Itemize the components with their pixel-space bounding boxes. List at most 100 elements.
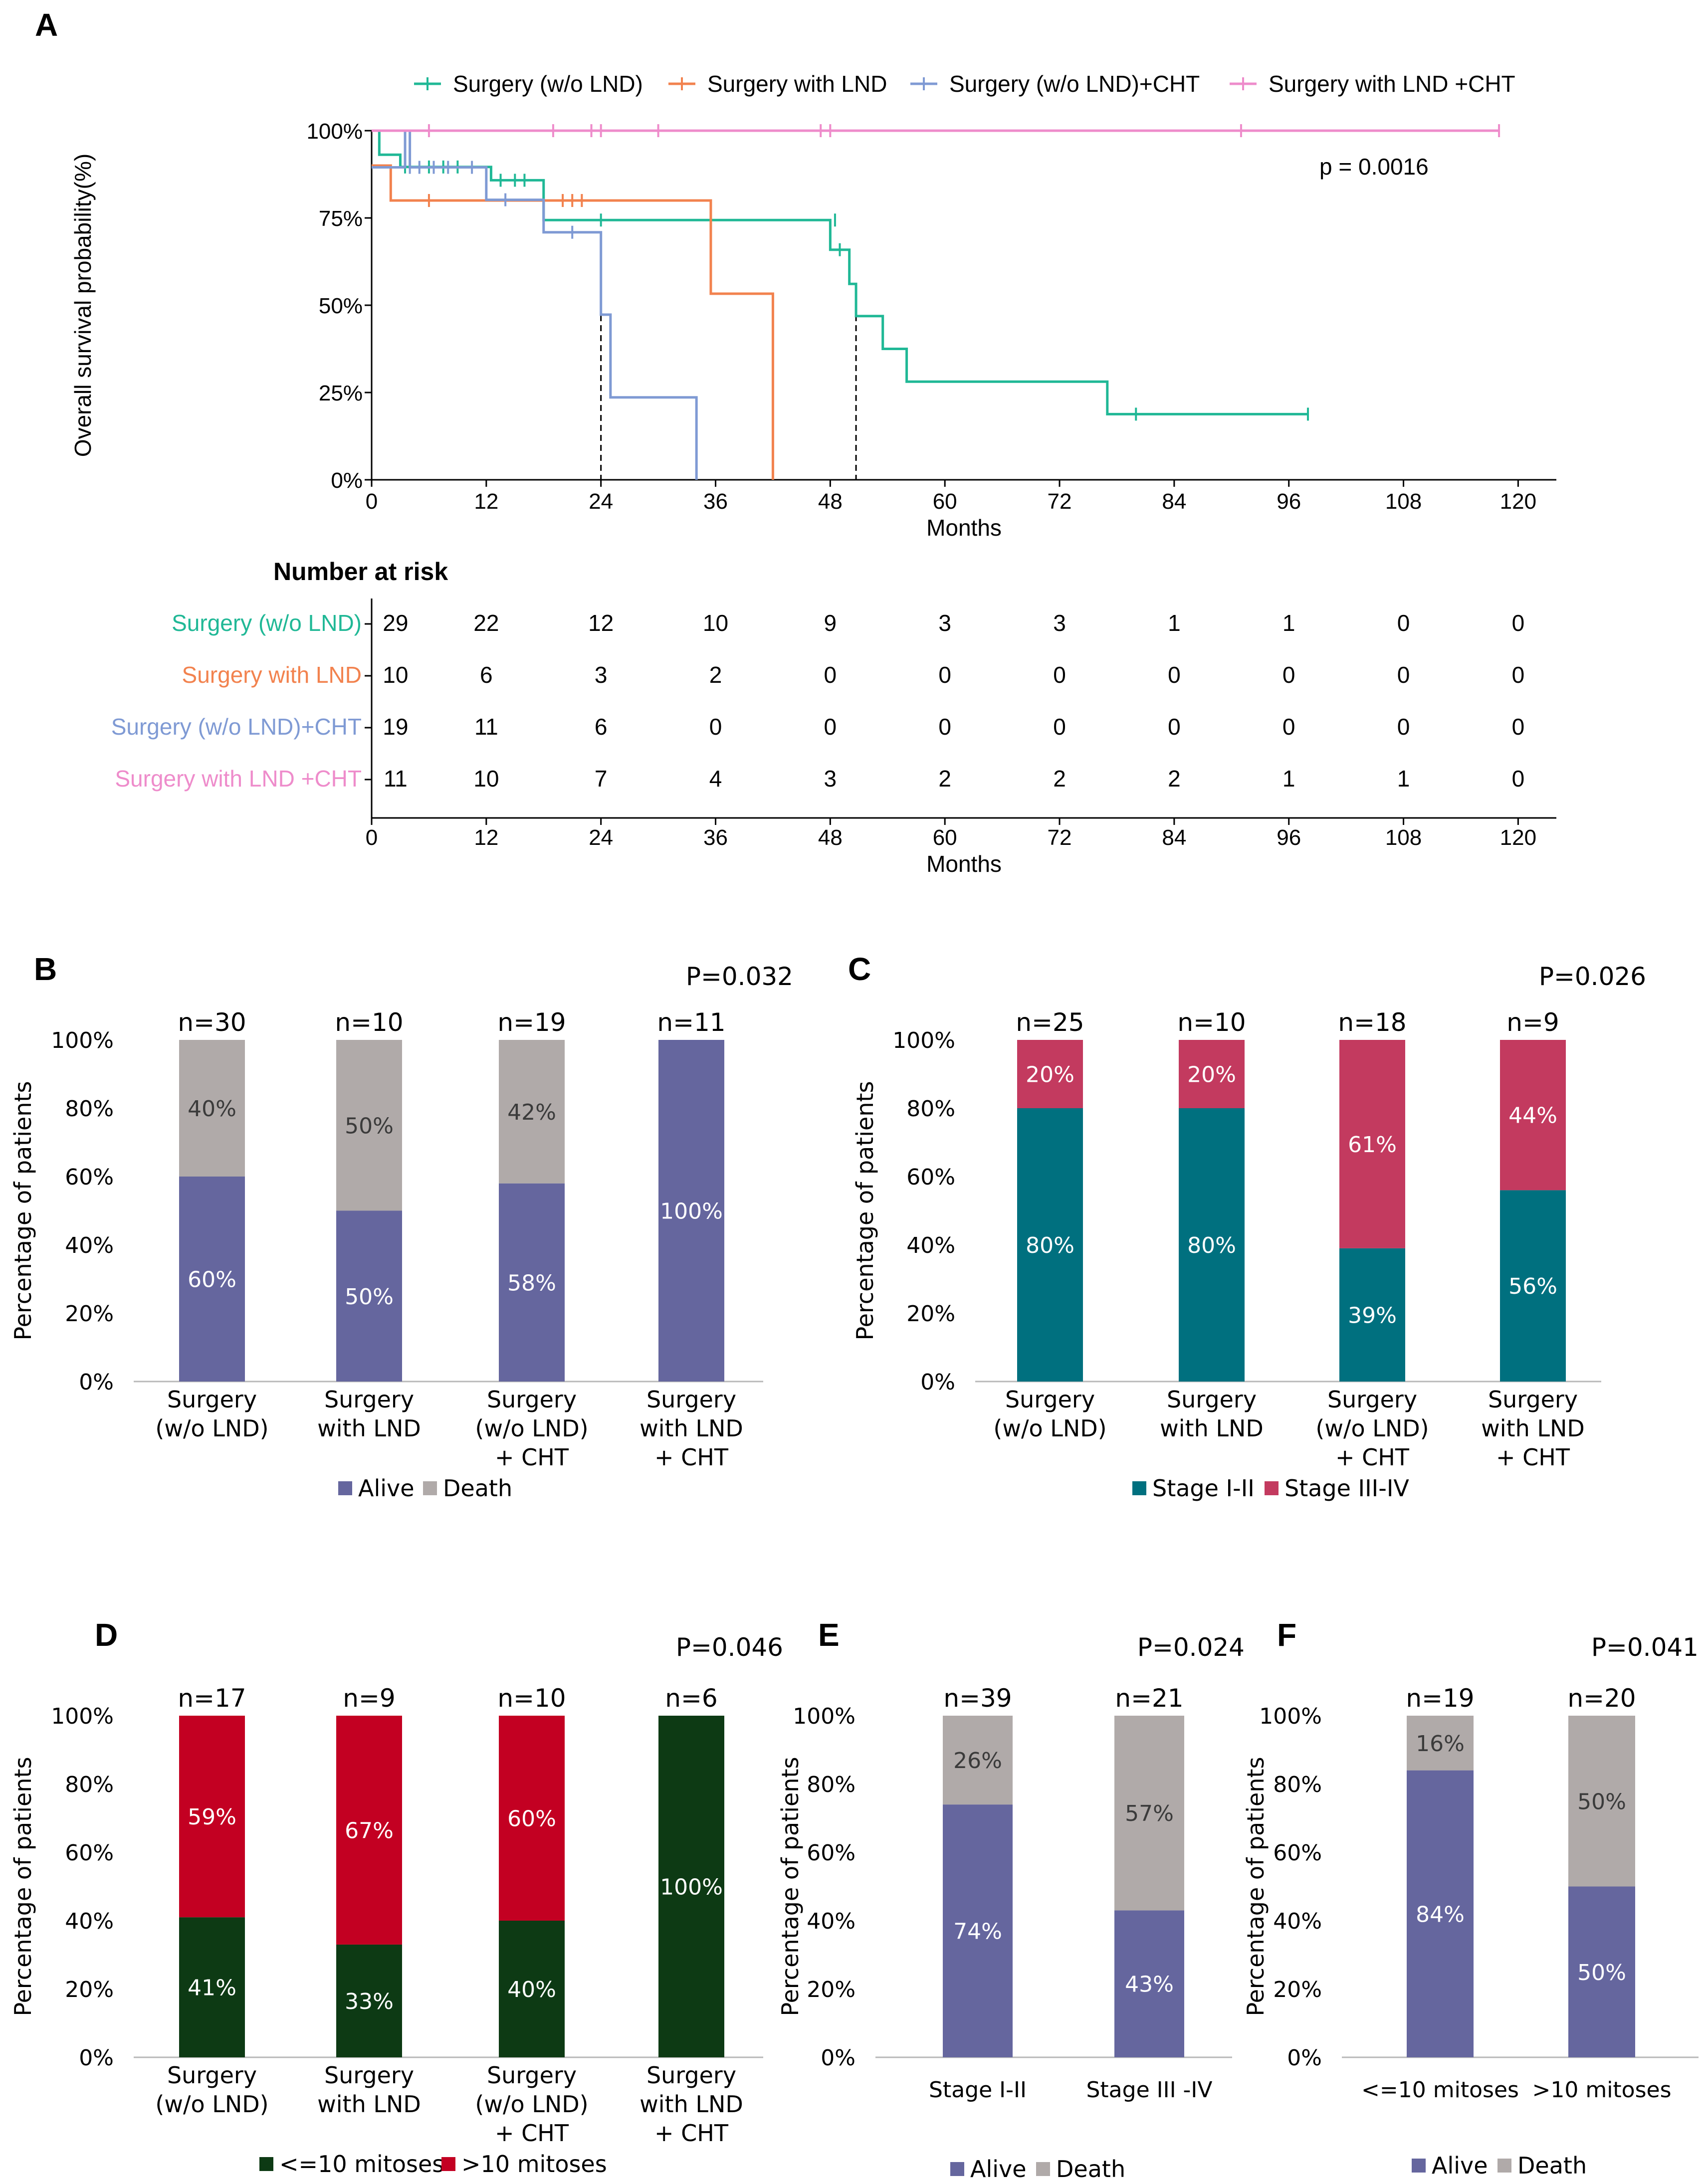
risk-count: 0 bbox=[1053, 714, 1066, 740]
legend-label: Alive bbox=[970, 2156, 1027, 2183]
bar-segment-stage-iii-iv bbox=[1017, 1040, 1083, 1108]
risk-count: 0 bbox=[1397, 610, 1410, 636]
x-tick-label: 84 bbox=[1162, 489, 1186, 514]
risk-count: 3 bbox=[938, 610, 951, 636]
risk-count: 0 bbox=[1168, 662, 1181, 688]
legend-label: Stage III-IV bbox=[1284, 1475, 1409, 1502]
risk-count: 0 bbox=[938, 662, 951, 688]
y-tick-label: 40% bbox=[1273, 1909, 1322, 1934]
data-label: 33% bbox=[345, 1989, 394, 2014]
bar-segment--10-mitoses bbox=[499, 1716, 565, 1921]
category-label: (w/o LND) bbox=[155, 1415, 268, 1442]
category-label: Surgery bbox=[487, 1386, 577, 1413]
risk-count: 4 bbox=[709, 766, 722, 792]
data-label: 60% bbox=[507, 1806, 556, 1832]
x-tick-label: 108 bbox=[1385, 489, 1422, 514]
category-label: with LND bbox=[1160, 1415, 1264, 1442]
bar-segment-death bbox=[1568, 1716, 1635, 1887]
n-label: n=20 bbox=[1567, 1684, 1636, 1713]
risk-count: 3 bbox=[1053, 610, 1066, 636]
n-label: n=25 bbox=[1016, 1008, 1084, 1037]
risk-x-tick-label: 0 bbox=[366, 825, 378, 850]
risk-count: 12 bbox=[588, 610, 614, 636]
risk-x-tick-label: 96 bbox=[1277, 825, 1301, 850]
risk-count: 19 bbox=[383, 714, 408, 740]
x-tick-label: 12 bbox=[474, 489, 498, 514]
y-tick-label: 60% bbox=[65, 1165, 114, 1190]
category-label: with LND bbox=[317, 1415, 421, 1442]
category-label: Surgery bbox=[167, 1386, 257, 1413]
n-label: n=6 bbox=[665, 1684, 717, 1713]
panel-b-stacked-bar: B 0% 20% 40% 60% 80% 100% Percentage of patien… bbox=[9, 951, 793, 1502]
y-tick-label: 0% bbox=[920, 1370, 955, 1395]
bar-segment-alive bbox=[1568, 1886, 1635, 2057]
risk-count: 1 bbox=[1168, 610, 1181, 636]
risk-count: 0 bbox=[1512, 766, 1525, 792]
risk-count: 11 bbox=[384, 766, 408, 792]
category-label: (w/o LND) bbox=[155, 2091, 268, 2118]
risk-row-label: Surgery with LND +CHT bbox=[115, 766, 362, 792]
category-label: Stage III -IV bbox=[1086, 2077, 1213, 2103]
p-value: P=0.041 bbox=[1591, 1633, 1699, 1662]
y-tick-label: 20% bbox=[65, 1977, 114, 2002]
category-label: + CHT bbox=[495, 1444, 569, 1471]
y-tick-label: 60% bbox=[65, 1840, 114, 1866]
y-tick-label: 100% bbox=[51, 1704, 114, 1729]
risk-count: 2 bbox=[1168, 766, 1181, 792]
risk-count: 0 bbox=[1282, 714, 1295, 740]
y-tick-label: 20% bbox=[807, 1977, 855, 2002]
risk-count: 22 bbox=[473, 610, 499, 636]
y-axis-title: Percentage of patients bbox=[1242, 1757, 1269, 2016]
risk-count: 9 bbox=[824, 610, 837, 636]
n-label: n=19 bbox=[497, 1008, 566, 1037]
risk-count: 0 bbox=[824, 662, 837, 688]
risk-count: 11 bbox=[474, 714, 498, 740]
legend-label: >10 mitoses bbox=[461, 2151, 607, 2178]
n-label: n=18 bbox=[1338, 1008, 1406, 1037]
category-label: with LND bbox=[317, 2091, 421, 2118]
x-tick-label: 0 bbox=[366, 489, 378, 514]
n-label: n=30 bbox=[178, 1008, 246, 1037]
p-value: P=0.046 bbox=[676, 1633, 783, 1662]
data-label: 60% bbox=[188, 1267, 236, 1293]
data-label: 16% bbox=[1416, 1731, 1465, 1757]
bar-segment--10-mitoses bbox=[336, 1944, 402, 2057]
risk-count: 1 bbox=[1397, 766, 1410, 792]
data-label: 59% bbox=[188, 1804, 236, 1830]
bar-segment-alive bbox=[499, 1183, 565, 1382]
risk-count: 0 bbox=[1512, 610, 1525, 636]
legend-label: Surgery with LND +CHT bbox=[1269, 71, 1515, 97]
data-label: 80% bbox=[1187, 1233, 1236, 1258]
n-label: n=10 bbox=[1177, 1008, 1246, 1037]
bar-segment-alive bbox=[943, 1804, 1013, 2057]
risk-count: 2 bbox=[938, 766, 951, 792]
data-label: 20% bbox=[1026, 1062, 1074, 1088]
data-label: 43% bbox=[1125, 1972, 1174, 1997]
risk-count: 3 bbox=[824, 766, 837, 792]
panel-label-e: E bbox=[818, 1617, 840, 1653]
panel-label-b: B bbox=[34, 951, 57, 987]
risk-count: 0 bbox=[1282, 662, 1295, 688]
risk-row-label: Surgery with LND bbox=[182, 662, 362, 688]
category-label: >10 mitoses bbox=[1532, 2077, 1671, 2103]
bar-segment-death bbox=[1114, 1716, 1184, 1911]
risk-count: 0 bbox=[1397, 714, 1410, 740]
risk-x-tick-label: 48 bbox=[818, 825, 843, 850]
y-tick-label: 20% bbox=[906, 1301, 955, 1327]
category-label: <=10 mitoses bbox=[1361, 2077, 1519, 2103]
risk-x-tick-label: 60 bbox=[933, 825, 957, 850]
risk-count: 0 bbox=[938, 714, 951, 740]
category-label: Surgery bbox=[167, 2062, 257, 2089]
category-label: Surgery bbox=[324, 2062, 414, 2089]
y-tick-label: 0% bbox=[79, 2045, 114, 2071]
bar-segment-alive bbox=[1114, 1910, 1184, 2057]
bar-segment-stage-i-ii bbox=[1017, 1108, 1083, 1382]
panel-a-survival-plot: A 0% 25% 50% 75% 100% 0 12 24 36 48 60 72 84 96 108 120… bbox=[35, 7, 1556, 541]
panel-f-stacked-bar: F 0% 20% 40% 60% 80% 100% Percentage of patien… bbox=[1242, 1617, 1699, 2179]
n-label: n=11 bbox=[657, 1008, 725, 1037]
category-label: (w/o LND) bbox=[1315, 1415, 1429, 1442]
legend-label: Surgery (w/o LND)+CHT bbox=[949, 71, 1200, 97]
category-label: + CHT bbox=[1496, 1444, 1570, 1471]
category-label: Surgery bbox=[487, 2062, 577, 2089]
risk-count: 0 bbox=[824, 714, 837, 740]
